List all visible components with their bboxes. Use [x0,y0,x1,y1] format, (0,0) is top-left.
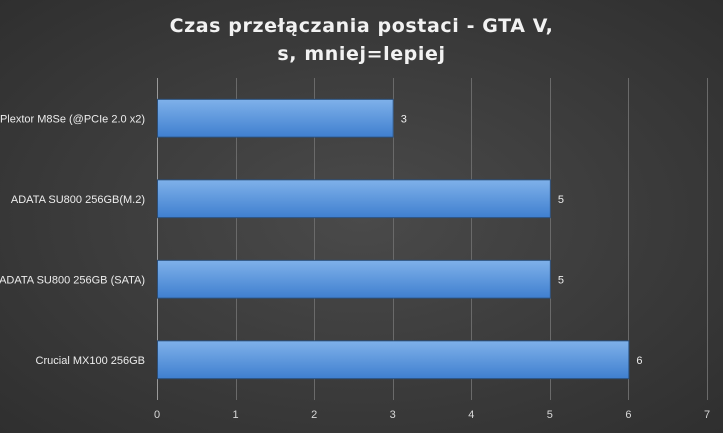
x-tick-label: 5 [547,409,553,421]
category-label: ADATA SU800 256GB(M.2) [11,194,145,206]
data-label: 5 [558,194,564,206]
bar [157,259,551,299]
category-label: Plextor M8Se (@PCIe 2.0 x2) [0,113,145,125]
x-tick-label: 3 [390,409,396,421]
bar [157,340,630,380]
x-tick-label: 1 [233,409,239,421]
chart-title: Czas przełączania postaci - GTA V, [169,15,554,37]
data-label: 3 [401,113,407,125]
labels: 0 1 2 3 4 5 6 7 Plextor M8Se (@PCIe 2.0 x2) 3 ADAT… [0,113,710,421]
x-tick-label: 0 [154,409,160,421]
x-tick-label: 2 [311,409,317,421]
chart-subtitle: s, mniej=lepiej [277,43,446,65]
bar [157,98,394,138]
data-label: 6 [636,355,642,367]
category-label: ADATA SU800 256GB (SATA) [0,274,145,286]
data-label: 5 [558,274,564,286]
bar [157,179,551,219]
chart-title-block: Czas przełączania postaci - GTA V, s, mn… [0,12,723,68]
x-tick-label: 4 [468,409,474,421]
category-label: Crucial MX100 256GB [36,355,145,367]
x-tick-label: 6 [625,409,631,421]
bars [157,98,630,380]
x-tick-label: 7 [704,409,710,421]
